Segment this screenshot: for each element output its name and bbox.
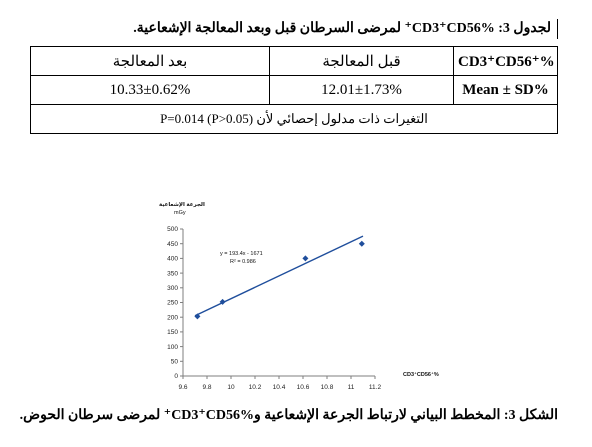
x-tick-label: 11 — [348, 384, 355, 391]
figure-caption: الشكل 3: المخطط البياني لارتباط الجرعة ا… — [19, 408, 558, 423]
table-caption: لجدول 3: %CD3⁺CD56⁺ لمرضى السرطان قبل وب… — [30, 19, 558, 39]
x-tick-label: 9.6 — [178, 384, 187, 391]
table-note-row: التغيرات ذات مدلول إحصائي لأن P=0.014 (P… — [30, 104, 558, 134]
x-tick-labels: 9.6 9.8 10 10.2 10.4 10.6 10.8 11 11.2 — [178, 376, 381, 391]
x-axis-label: CD3⁺CD56⁺% — [403, 371, 439, 378]
x-tick-label: 9.8 — [202, 384, 211, 391]
y-axis-label: الجرعة الإشعاعية — [159, 202, 205, 208]
y-tick-label: 450 — [167, 241, 178, 248]
x-tick-label: 11.2 — [369, 384, 382, 391]
data-point — [219, 298, 226, 305]
y-tick-label: 400 — [167, 256, 178, 263]
y-tick-label: 350 — [167, 270, 178, 277]
header-after: بعد المعالجة — [30, 46, 270, 76]
y-tick-label: 50 — [171, 359, 179, 366]
trendline — [194, 235, 364, 317]
cell-label: Mean ± SD% — [453, 75, 558, 105]
y-tick-label: 100 — [167, 344, 178, 351]
r-squared-label: R² = 0.986 — [230, 259, 256, 265]
y-tick-label: 300 — [167, 285, 178, 292]
y-tick-labels: 0 50 100 150 200 250 300 350 400 450 500 — [167, 226, 183, 380]
y-tick-label: 500 — [167, 226, 178, 233]
data-point — [194, 313, 201, 320]
x-tick-label: 10.2 — [249, 384, 262, 391]
y-tick-label: 150 — [167, 329, 178, 336]
data-point — [302, 255, 309, 262]
y-tick-label: 0 — [174, 373, 178, 380]
table-header-row: بعد المعالجة قبل المعالجة CD3⁺CD56⁺% — [30, 46, 558, 76]
trend-equation: y = 193.4x - 1671 — [220, 251, 263, 257]
x-tick-label: 10 — [227, 384, 235, 391]
x-tick-label: 10.4 — [273, 384, 286, 391]
data-table: بعد المعالجة قبل المعالجة CD3⁺CD56⁺% 10.… — [30, 46, 558, 134]
y-tick-label: 250 — [167, 300, 178, 307]
data-points — [194, 240, 365, 320]
table-note: التغيرات ذات مدلول إحصائي لأن P=0.014 (P… — [30, 104, 558, 134]
x-tick-label: 10.6 — [297, 384, 310, 391]
y-tick-label: 200 — [167, 314, 178, 321]
data-point — [358, 240, 365, 247]
y-axis-unit: mGy — [174, 210, 186, 216]
x-tick-label: 10.8 — [321, 384, 334, 391]
cell-before: 12.01±1.73% — [269, 75, 454, 105]
